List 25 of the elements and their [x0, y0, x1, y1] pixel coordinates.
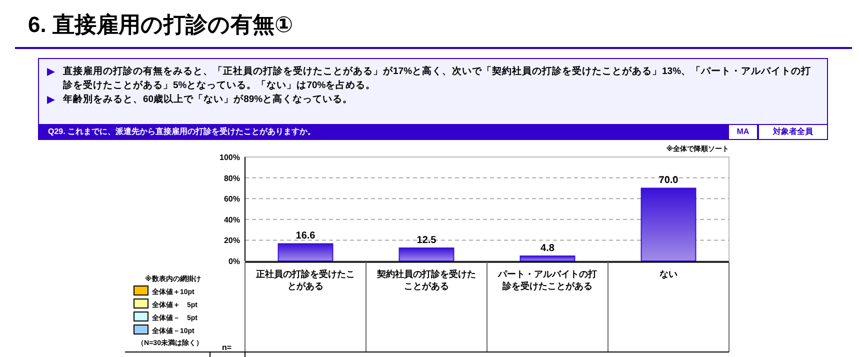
text: MA — [728, 124, 758, 140]
chart-title: 6. 直接雇用の打診の有無① — [28, 11, 294, 39]
y-tick-label: 100% — [220, 153, 240, 162]
y-tick-label: 80% — [224, 174, 240, 183]
bar — [520, 256, 576, 262]
text: 対象者全員 — [758, 124, 828, 140]
text: 年齢別をみると、60歳以上で「ない」が89%と高くなっている。 — [63, 93, 353, 107]
text: n= — [222, 343, 232, 352]
bar — [640, 188, 696, 262]
x-tick-label: パート・アルバイトの打診を受けたことがある — [497, 269, 597, 291]
data-label: 70.0 — [658, 175, 679, 186]
x-tick-label: ない — [660, 269, 678, 279]
x-tick-label: 正社員の打診を受けたことがある — [255, 269, 355, 291]
y-tick-label: 0% — [228, 257, 240, 266]
data-label: 16.6 — [296, 230, 316, 242]
bar — [278, 243, 334, 262]
x-tick-label: 契約社員の打診を受けたことがある — [376, 269, 476, 291]
bar — [398, 248, 454, 262]
data-label: 4.8 — [540, 243, 555, 254]
data-label: 12.5 — [416, 235, 437, 246]
y-tick-label: 40% — [224, 215, 240, 224]
y-tick-label: 60% — [224, 194, 240, 204]
chart-subtitle: Q29. これまでに、派遣先から直接雇用の打診を受けたことがありますか。 — [48, 127, 316, 136]
y-tick-label: 20% — [224, 236, 240, 246]
text: 直接雇用の打診の有無をみると、「正社員の打診を受けたことがある」が17%と高く、次いで「契約社員の打診を受けたことがある」13%、「パート・アルバイトの打診を受けたことがある」5%となっている。「ない」は70%を占める。 — [63, 65, 812, 93]
